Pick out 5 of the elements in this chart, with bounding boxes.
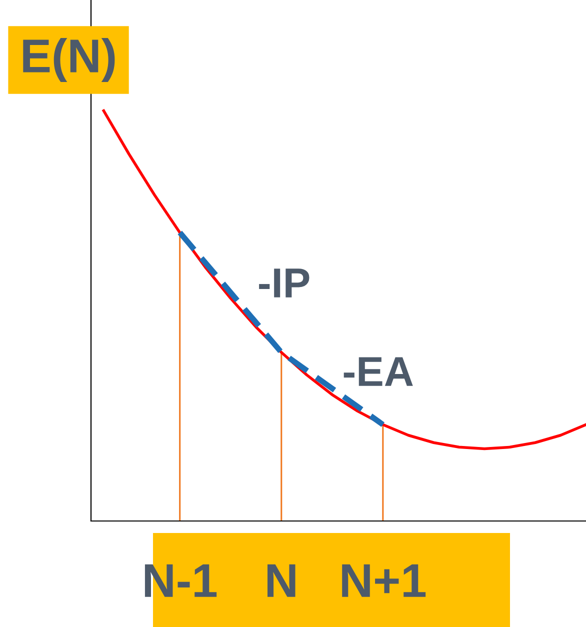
annotation: -EA bbox=[344, 357, 413, 386]
annotation: -IP bbox=[259, 268, 310, 298]
y-axis-title: E(N) bbox=[23, 38, 115, 82]
x-tick-label: N+1 bbox=[342, 564, 426, 597]
x-tick-label: N bbox=[267, 564, 296, 597]
